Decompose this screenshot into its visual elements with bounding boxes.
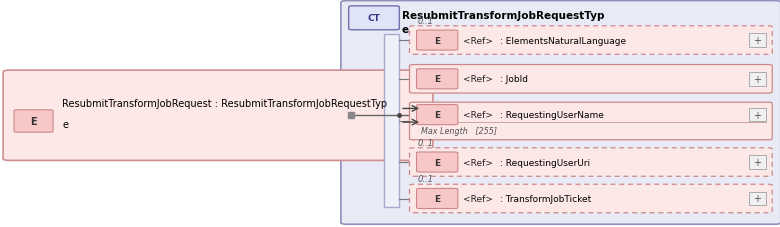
- FancyBboxPatch shape: [749, 73, 766, 86]
- FancyBboxPatch shape: [410, 103, 772, 140]
- Text: <Ref>: <Ref>: [463, 36, 492, 45]
- FancyBboxPatch shape: [417, 189, 458, 209]
- FancyBboxPatch shape: [417, 105, 458, 125]
- Text: <Ref>: <Ref>: [463, 194, 492, 203]
- Text: <Ref>: <Ref>: [463, 158, 492, 167]
- Text: ResubmitTransformJobRequest : ResubmitTransformJobRequestTyp: ResubmitTransformJobRequest : ResubmitTr…: [62, 98, 388, 108]
- FancyBboxPatch shape: [417, 152, 458, 172]
- Text: : RequestingUserName: : RequestingUserName: [500, 111, 604, 120]
- Text: 0..1: 0..1: [417, 17, 434, 26]
- Text: ResubmitTransformJobRequestTyp: ResubmitTransformJobRequestTyp: [402, 11, 604, 21]
- FancyBboxPatch shape: [749, 34, 766, 48]
- Text: E: E: [30, 116, 37, 126]
- FancyBboxPatch shape: [410, 27, 772, 55]
- FancyBboxPatch shape: [14, 110, 53, 133]
- FancyBboxPatch shape: [349, 7, 399, 31]
- Text: E: E: [434, 75, 440, 84]
- Text: e: e: [62, 120, 69, 130]
- Bar: [384, 35, 399, 207]
- FancyBboxPatch shape: [417, 69, 458, 89]
- Text: +: +: [753, 74, 761, 84]
- Text: E: E: [434, 194, 440, 203]
- Text: E: E: [434, 111, 440, 120]
- FancyBboxPatch shape: [417, 31, 458, 51]
- Text: : JobId: : JobId: [500, 75, 528, 84]
- Text: E: E: [434, 36, 440, 45]
- Text: CT: CT: [367, 14, 381, 23]
- FancyBboxPatch shape: [410, 184, 772, 213]
- FancyBboxPatch shape: [3, 71, 433, 161]
- FancyBboxPatch shape: [749, 155, 766, 169]
- Text: : ElementsNaturalLanguage: : ElementsNaturalLanguage: [500, 36, 626, 45]
- Text: : RequestingUserUri: : RequestingUserUri: [500, 158, 590, 167]
- Text: 0..1: 0..1: [417, 174, 434, 183]
- FancyBboxPatch shape: [341, 2, 780, 224]
- Text: 0..1: 0..1: [417, 138, 434, 147]
- Text: E: E: [434, 158, 440, 167]
- Text: Max Length   [255]: Max Length [255]: [421, 127, 497, 136]
- Text: <Ref>: <Ref>: [463, 75, 492, 84]
- Text: : TransformJobTicket: : TransformJobTicket: [500, 194, 591, 203]
- FancyBboxPatch shape: [749, 108, 766, 122]
- Text: e: e: [402, 25, 409, 35]
- Text: <Ref>: <Ref>: [463, 111, 492, 120]
- Text: +: +: [753, 110, 761, 120]
- Text: +: +: [753, 157, 761, 167]
- Text: +: +: [753, 194, 761, 204]
- Text: +: +: [753, 36, 761, 46]
- FancyBboxPatch shape: [410, 148, 772, 177]
- FancyBboxPatch shape: [749, 192, 766, 205]
- FancyBboxPatch shape: [410, 65, 772, 94]
